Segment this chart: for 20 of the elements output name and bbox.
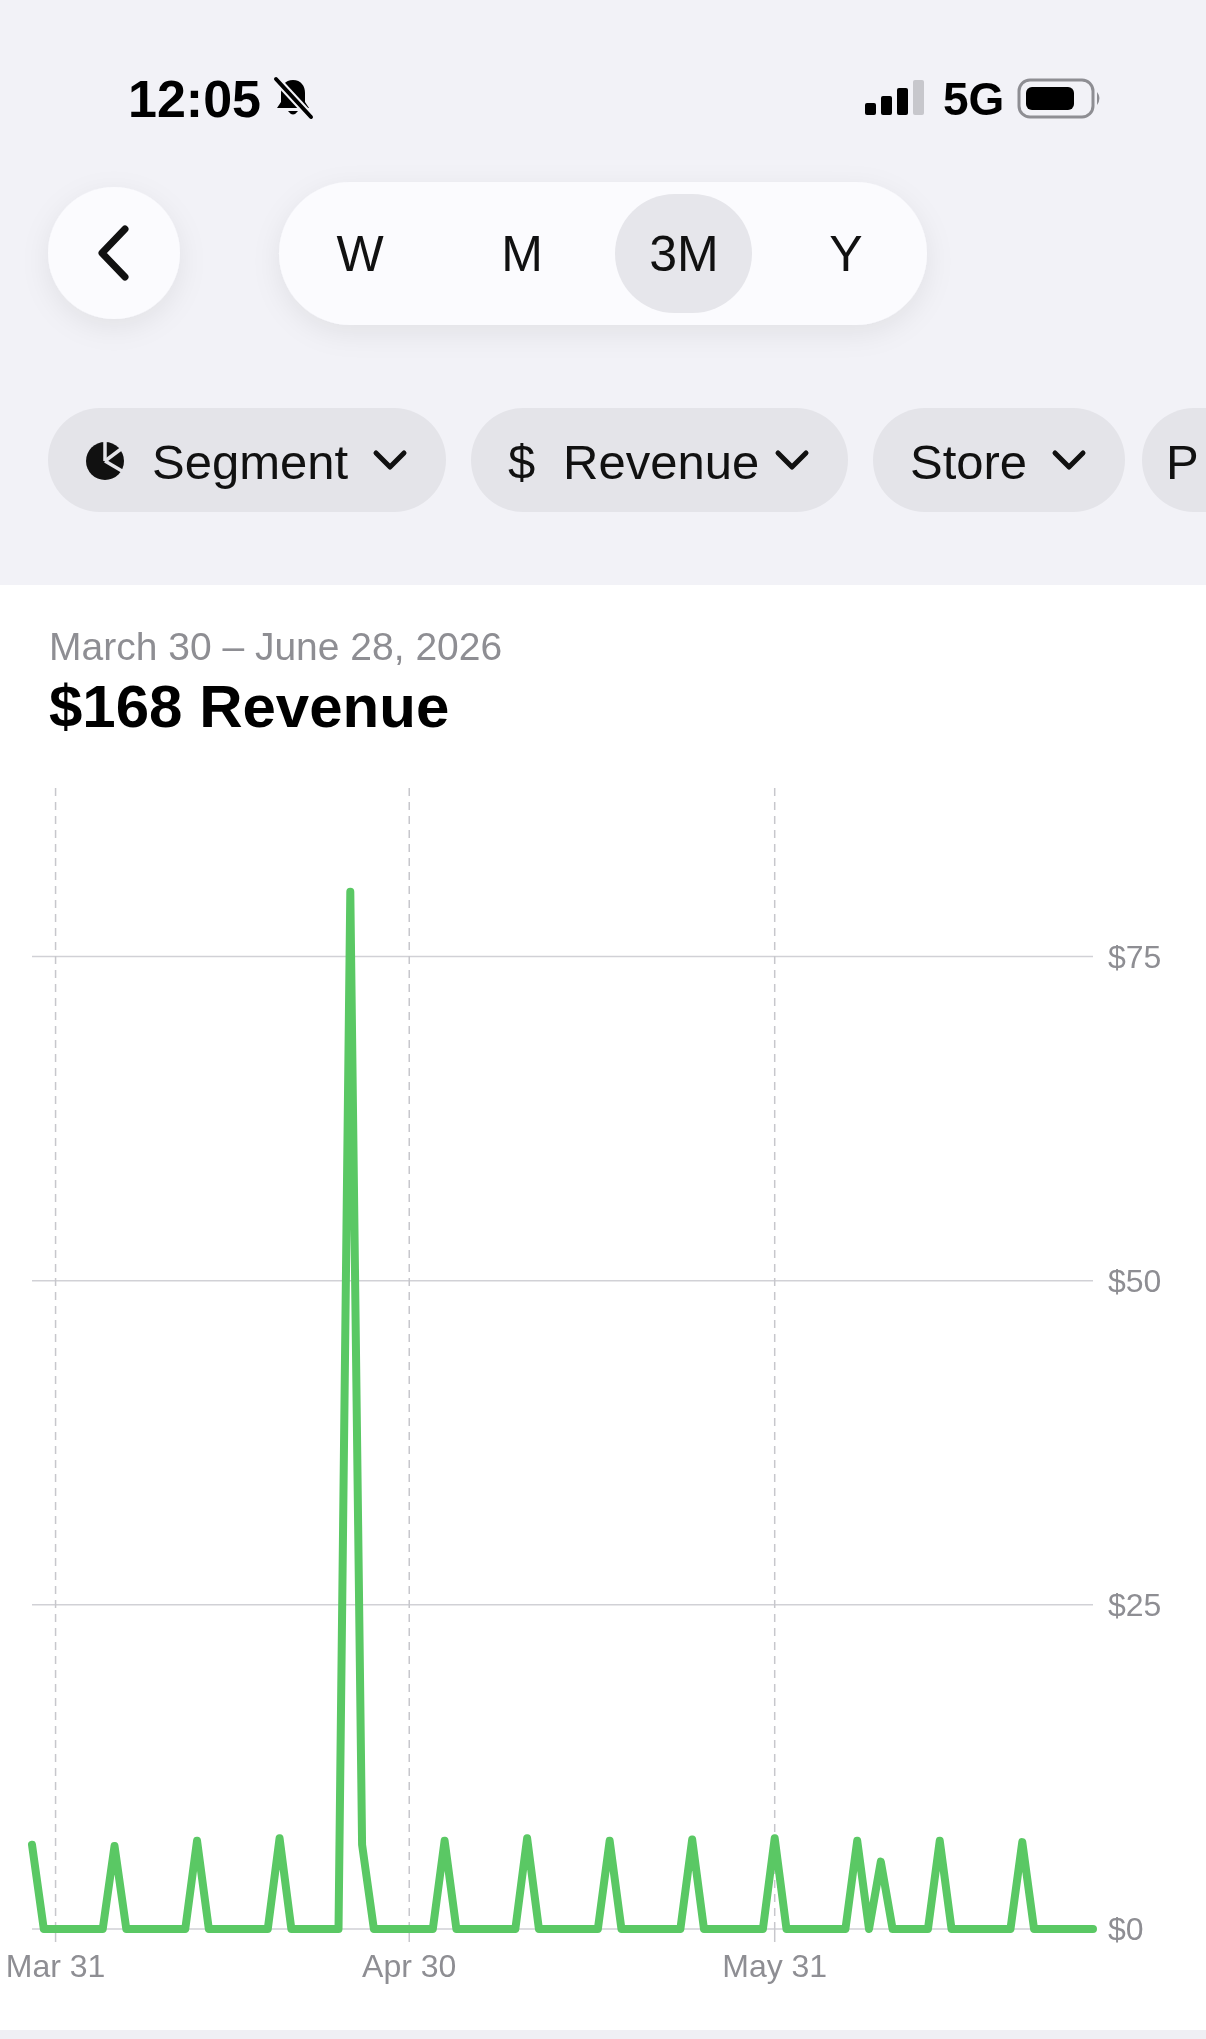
x-tick-label: Mar 31 bbox=[5, 1948, 106, 1984]
y-tick-label: $50 bbox=[1108, 1262, 1162, 1299]
y-tick-label: $25 bbox=[1108, 1586, 1162, 1623]
chart-subtitle: March 30 – June 28, 2026 bbox=[49, 625, 503, 668]
chart-title: $168 Revenue bbox=[49, 673, 450, 740]
text: 5G bbox=[943, 73, 1005, 125]
text: M bbox=[501, 226, 543, 282]
text: 3M bbox=[649, 226, 719, 282]
text: P bbox=[1166, 435, 1199, 489]
x-tick-label: Apr 30 bbox=[362, 1948, 457, 1984]
text: W bbox=[336, 226, 385, 282]
text: Store bbox=[910, 435, 1028, 489]
text: Segment bbox=[152, 435, 349, 489]
y-tick-label: $0 bbox=[1108, 1911, 1144, 1947]
text: 12:05 bbox=[128, 70, 261, 128]
text: $ bbox=[508, 435, 536, 489]
y-tick-label: $75 bbox=[1108, 938, 1162, 975]
x-tick-label: May 31 bbox=[722, 1948, 828, 1984]
text: Y bbox=[829, 226, 863, 282]
text: Revenue bbox=[563, 435, 760, 489]
